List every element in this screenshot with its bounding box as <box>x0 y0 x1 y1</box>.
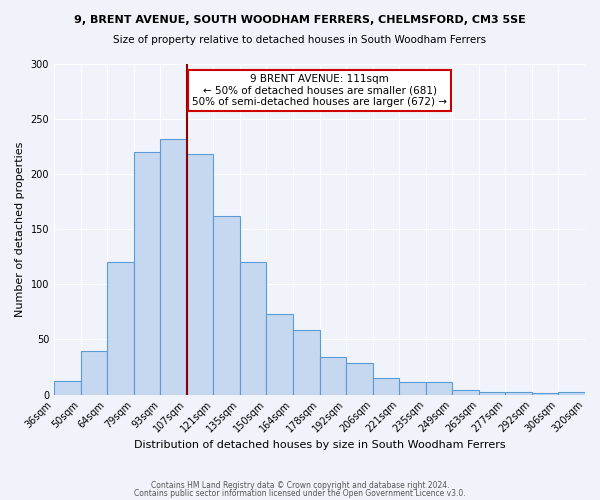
Bar <box>266 314 293 394</box>
Bar <box>107 262 134 394</box>
Y-axis label: Number of detached properties: Number of detached properties <box>15 142 25 317</box>
Bar <box>134 152 160 394</box>
Bar <box>160 139 187 394</box>
Bar <box>452 390 479 394</box>
Bar <box>505 392 532 394</box>
Bar <box>54 382 80 394</box>
Text: Contains public sector information licensed under the Open Government Licence v3: Contains public sector information licen… <box>134 488 466 498</box>
Bar <box>214 216 240 394</box>
Bar <box>373 378 399 394</box>
Text: Size of property relative to detached houses in South Woodham Ferrers: Size of property relative to detached ho… <box>113 35 487 45</box>
Text: 9, BRENT AVENUE, SOUTH WOODHAM FERRERS, CHELMSFORD, CM3 5SE: 9, BRENT AVENUE, SOUTH WOODHAM FERRERS, … <box>74 15 526 25</box>
Bar <box>426 382 452 394</box>
Bar <box>559 392 585 394</box>
Bar <box>346 362 373 394</box>
Text: 9 BRENT AVENUE: 111sqm
← 50% of detached houses are smaller (681)
50% of semi-de: 9 BRENT AVENUE: 111sqm ← 50% of detached… <box>192 74 447 107</box>
Bar <box>187 154 214 394</box>
Bar <box>399 382 426 394</box>
Text: Contains HM Land Registry data © Crown copyright and database right 2024.: Contains HM Land Registry data © Crown c… <box>151 481 449 490</box>
Bar <box>320 357 346 395</box>
Bar <box>293 330 320 394</box>
Bar <box>479 392 505 394</box>
Bar <box>80 350 107 395</box>
Bar <box>240 262 266 394</box>
X-axis label: Distribution of detached houses by size in South Woodham Ferrers: Distribution of detached houses by size … <box>134 440 505 450</box>
